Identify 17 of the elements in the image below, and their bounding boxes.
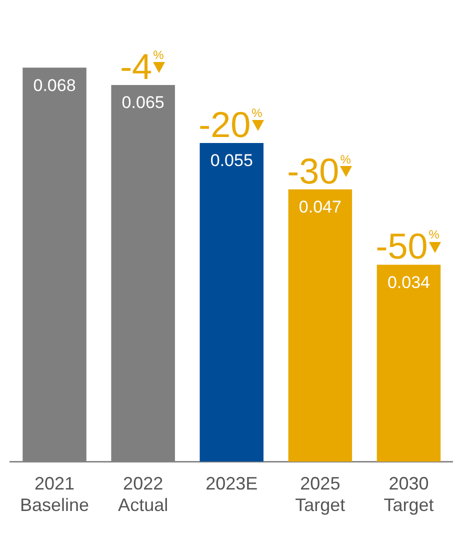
x-tick-label: 2023E: [206, 474, 258, 494]
x-tick-label: 2022 Actual: [118, 474, 168, 516]
data-label: 0.047: [298, 198, 342, 217]
data-label: 0.068: [33, 76, 76, 95]
annotation: -20%: [198, 104, 263, 145]
x-tick-label: 2021 Baseline: [20, 474, 90, 516]
bar: [376, 264, 441, 462]
bar: [288, 189, 352, 462]
x-tick-label: 2030 Target: [384, 474, 434, 516]
data-label: 0.065: [122, 93, 164, 112]
bar: [200, 142, 264, 462]
annotation: -4%: [120, 46, 164, 87]
annotation: -50%: [376, 226, 440, 267]
data-label: 0.055: [210, 151, 253, 170]
annotation: -30%: [287, 150, 352, 192]
x-tick-label: 2025 Target: [295, 474, 346, 516]
data-label: 0.034: [387, 272, 430, 292]
